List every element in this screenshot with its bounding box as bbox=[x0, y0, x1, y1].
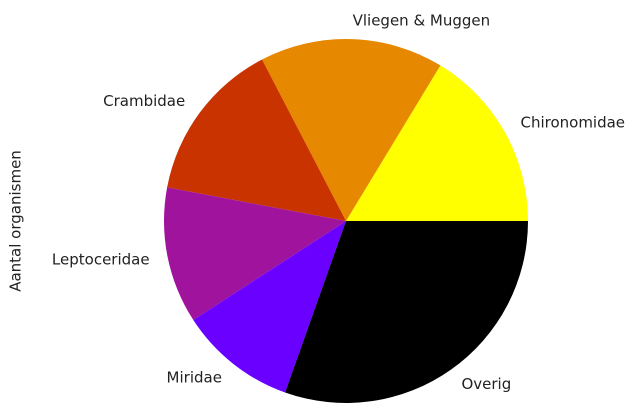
pie-slice bbox=[163, 187, 346, 321]
slice-label: Overig bbox=[461, 375, 511, 393]
slice-label: Vliegen & Muggen bbox=[353, 11, 491, 29]
pie-slice bbox=[193, 221, 346, 393]
slice-label: Chironomidae bbox=[520, 113, 625, 131]
pie-slice bbox=[262, 38, 441, 221]
pie-slice bbox=[346, 65, 528, 222]
pie-slice bbox=[285, 221, 528, 403]
slice-label: Leptoceridae bbox=[52, 250, 150, 268]
pie-slice bbox=[167, 59, 346, 221]
slice-label: Miridae bbox=[167, 369, 222, 387]
slice-label: Crambidae bbox=[103, 92, 185, 110]
y-axis-label: Aantal organismen bbox=[7, 150, 25, 292]
